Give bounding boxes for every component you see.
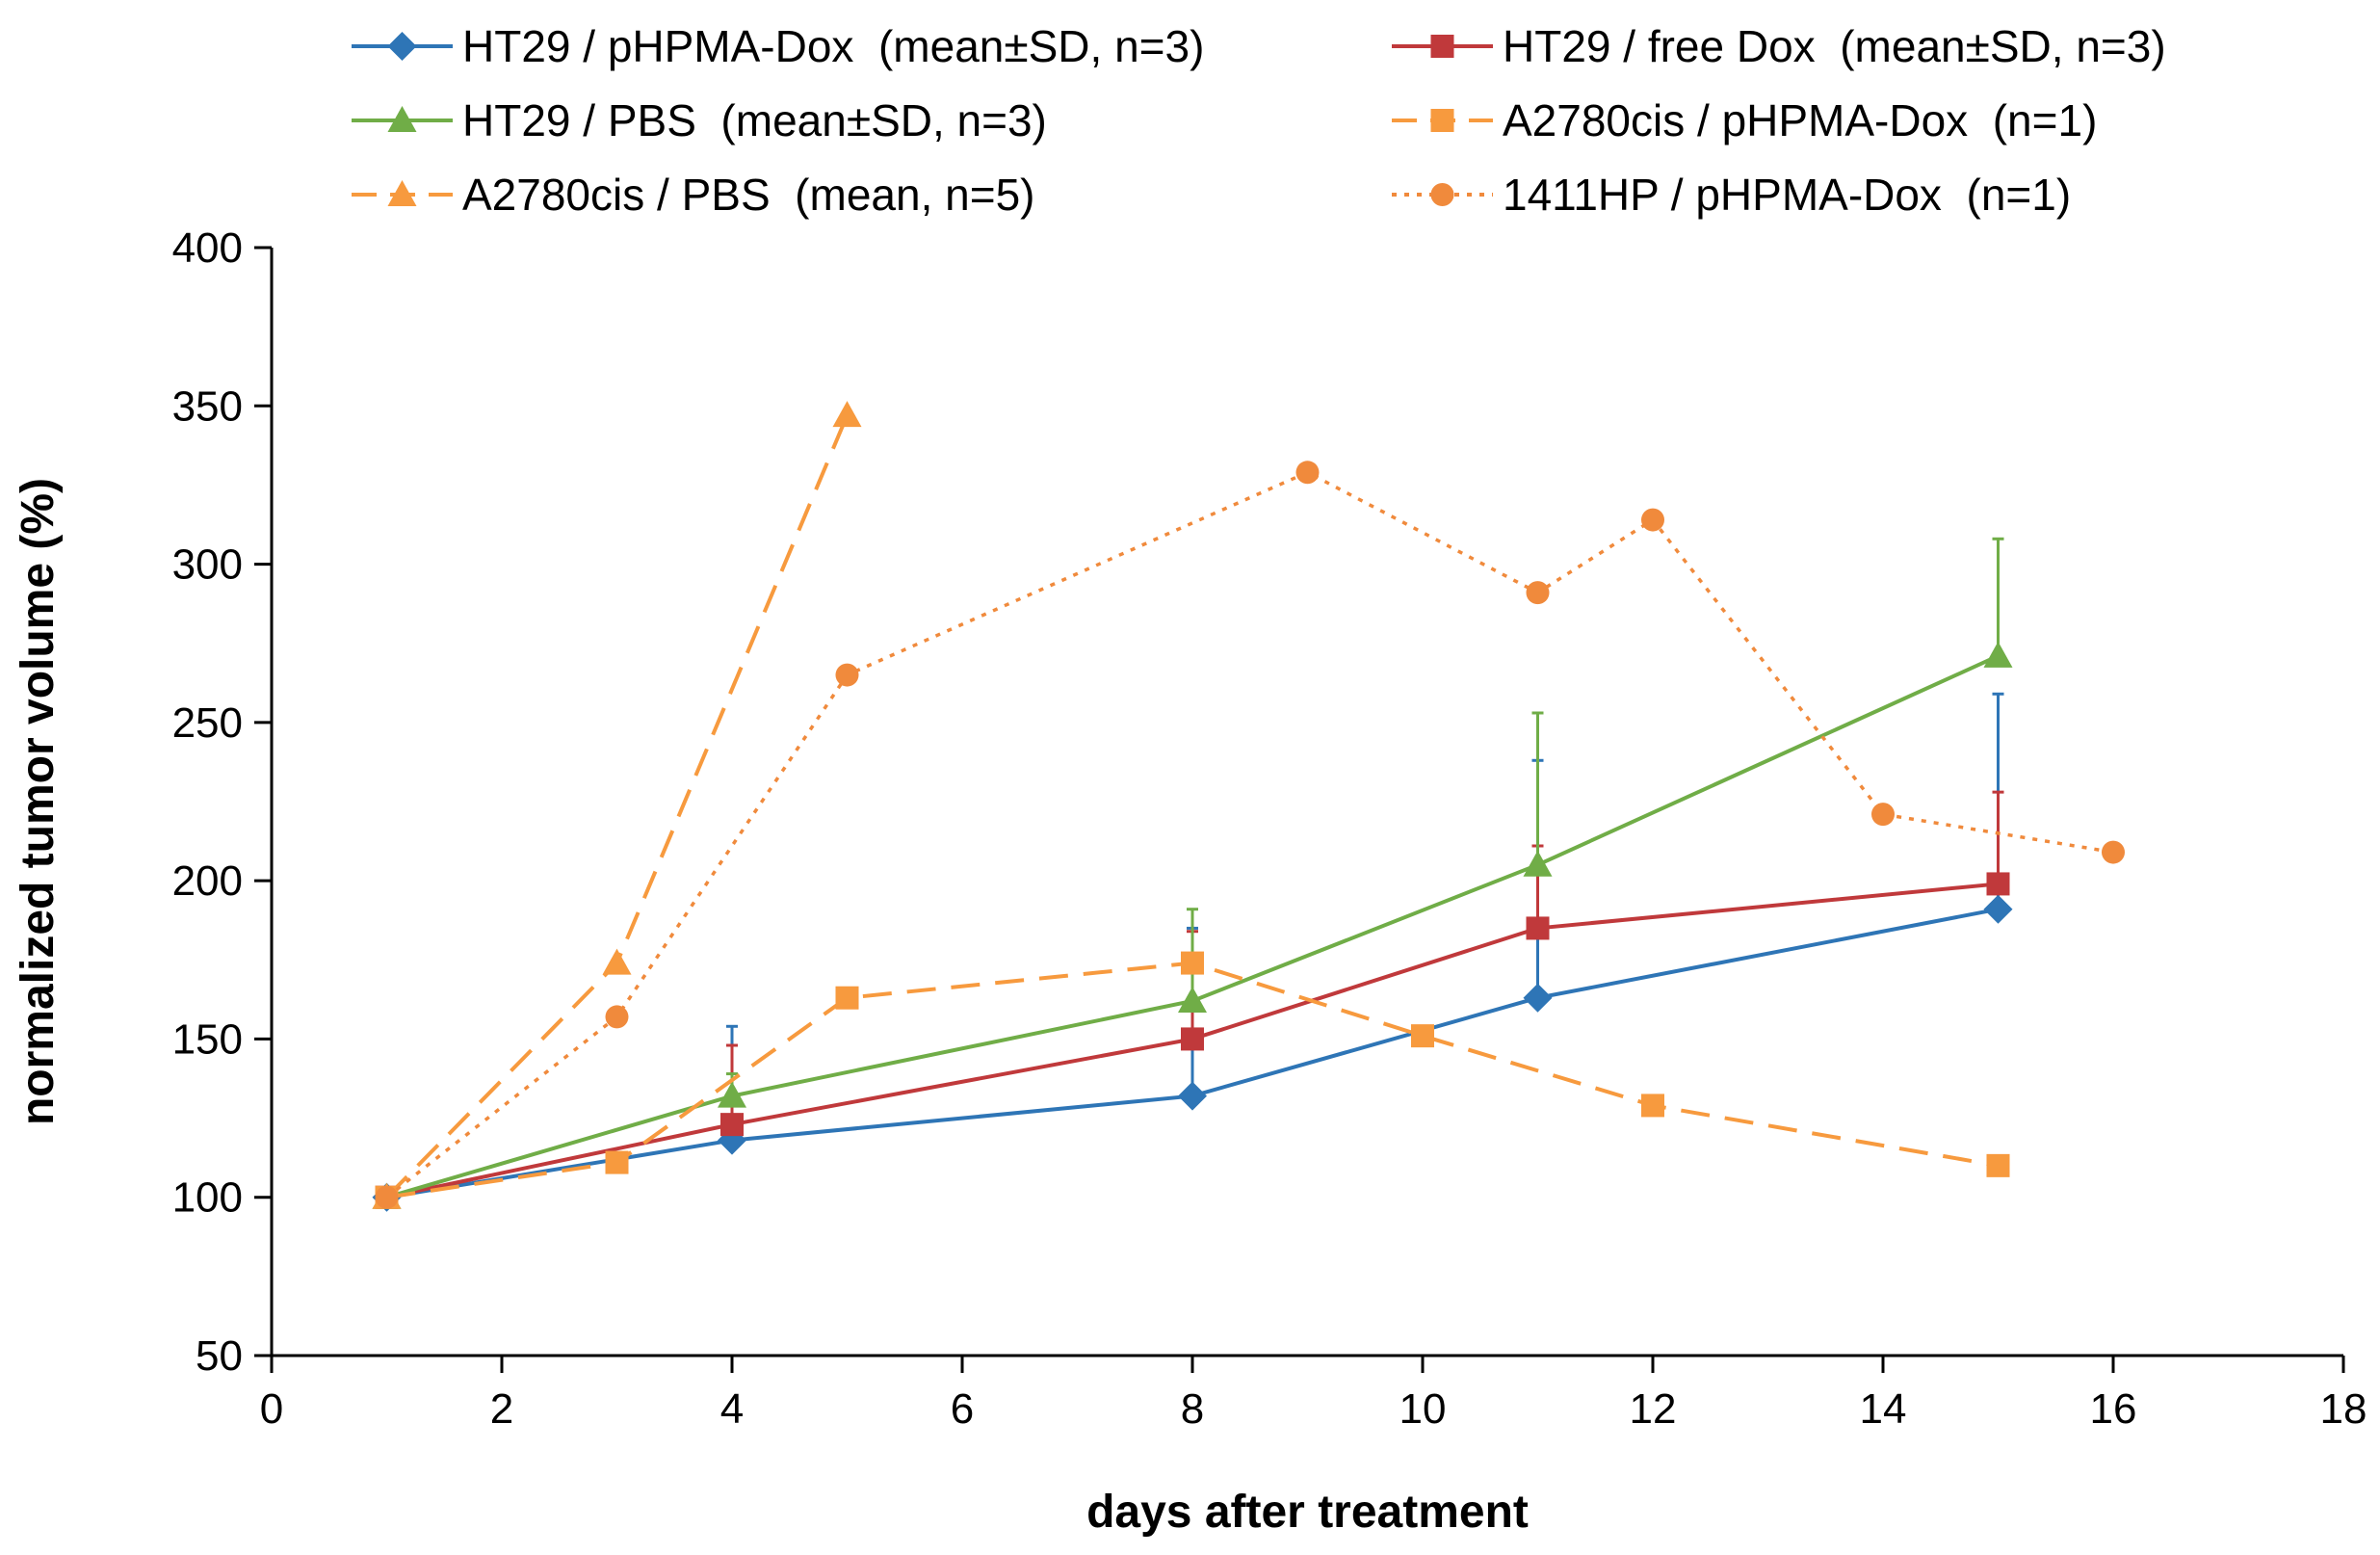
data-point <box>1178 1081 1207 1111</box>
legend-item: HT29 / free Dox (mean±SD, n=3) <box>1392 21 2166 71</box>
y-axis-title: normalized tumor volume (%) <box>13 478 64 1125</box>
y-tick-label: 300 <box>172 541 243 589</box>
x-tick-label: 2 <box>490 1385 513 1433</box>
data-point <box>832 401 862 428</box>
series-line <box>385 414 850 1199</box>
y-tick-label: 100 <box>172 1174 243 1222</box>
legend-marker <box>1430 109 1454 132</box>
x-tick-label: 18 <box>2320 1385 2367 1433</box>
data-point <box>1181 951 1204 975</box>
y-tick-label: 400 <box>172 224 243 272</box>
legend: HT29 / pHPMA-Dox (mean±SD, n=3) HT29 / fr… <box>352 21 2166 220</box>
legend-marker <box>1430 35 1454 58</box>
data-point <box>2102 840 2125 864</box>
legend-item: 1411HP / pHPMA-Dox (n=1) <box>1392 170 2071 220</box>
x-ticks: 0 2 4 6 8 10 12 14 16 18 <box>260 1356 2367 1433</box>
x-tick-label: 0 <box>260 1385 283 1433</box>
legend-label: A2780cis / pHPMA-Dox (n=1) <box>1503 95 2097 145</box>
data-point <box>1641 508 1664 532</box>
data-point <box>835 663 859 687</box>
data-point <box>1871 803 1895 827</box>
series-5 <box>375 461 2125 1209</box>
data-point <box>1295 461 1320 485</box>
y-ticks: 50 100 150 200 250 300 350 400 <box>172 224 272 1380</box>
y-tick-label: 350 <box>172 382 243 430</box>
legend-marker <box>387 180 417 206</box>
legend-marker <box>387 106 417 132</box>
legend-label: HT29 / free Dox (mean±SD, n=3) <box>1503 21 2166 71</box>
data-point <box>1411 1024 1434 1048</box>
data-point <box>835 986 859 1010</box>
axes: 50 100 150 200 250 300 350 400 0 2 4 6 8 10 12 14 16 18 <box>172 224 2367 1433</box>
data-point <box>1983 641 2013 668</box>
data-point <box>1983 894 2013 924</box>
data-point <box>605 1150 629 1174</box>
legend-label: HT29 / PBS (mean±SD, n=3) <box>462 95 1047 145</box>
data-point <box>1523 983 1553 1013</box>
data-point <box>1526 581 1550 605</box>
legend-item: HT29 / pHPMA-Dox (mean±SD, n=3) <box>352 21 1204 71</box>
data-point <box>720 1113 744 1137</box>
data-point <box>1178 987 1207 1013</box>
x-tick-label: 16 <box>2090 1385 2137 1433</box>
x-tick-label: 6 <box>951 1385 974 1433</box>
data-point <box>1181 1027 1204 1051</box>
legend-label: HT29 / pHPMA-Dox (mean±SD, n=3) <box>462 21 1204 71</box>
legend-label: 1411HP / pHPMA-Dox (n=1) <box>1503 170 2071 220</box>
y-tick-label: 250 <box>172 699 243 747</box>
x-tick-label: 4 <box>720 1385 744 1433</box>
y-tick-label: 200 <box>172 857 243 905</box>
x-axis-title: days after treatment <box>1086 1487 1529 1538</box>
legend-label: A2780cis / PBS (mean, n=5) <box>462 170 1034 220</box>
x-tick-label: 10 <box>1399 1385 1447 1433</box>
x-tick-label: 8 <box>1181 1385 1204 1433</box>
data-point <box>1641 1094 1664 1118</box>
legend-marker <box>1430 183 1454 206</box>
data-point <box>375 1185 399 1209</box>
x-tick-label: 14 <box>1860 1385 1907 1433</box>
data-point <box>605 1005 629 1029</box>
data-point <box>1523 850 1553 877</box>
legend-item: A2780cis / pHPMA-Dox (n=1) <box>1392 95 2097 145</box>
data-point <box>602 948 632 975</box>
data-point <box>718 1081 746 1108</box>
y-tick-label: 150 <box>172 1015 243 1063</box>
x-tick-label: 12 <box>1630 1385 1677 1433</box>
series-layer <box>372 401 2125 1212</box>
y-tick-label: 50 <box>196 1332 243 1380</box>
data-point <box>1986 872 2010 896</box>
legend-marker <box>387 32 417 61</box>
series-4 <box>372 401 862 1209</box>
data-point <box>1526 916 1550 940</box>
series-line <box>385 470 2114 1199</box>
legend-item: HT29 / PBS (mean±SD, n=3) <box>352 95 1047 145</box>
legend-item: A2780cis / PBS (mean, n=5) <box>352 170 1034 220</box>
data-point <box>1986 1153 2010 1177</box>
